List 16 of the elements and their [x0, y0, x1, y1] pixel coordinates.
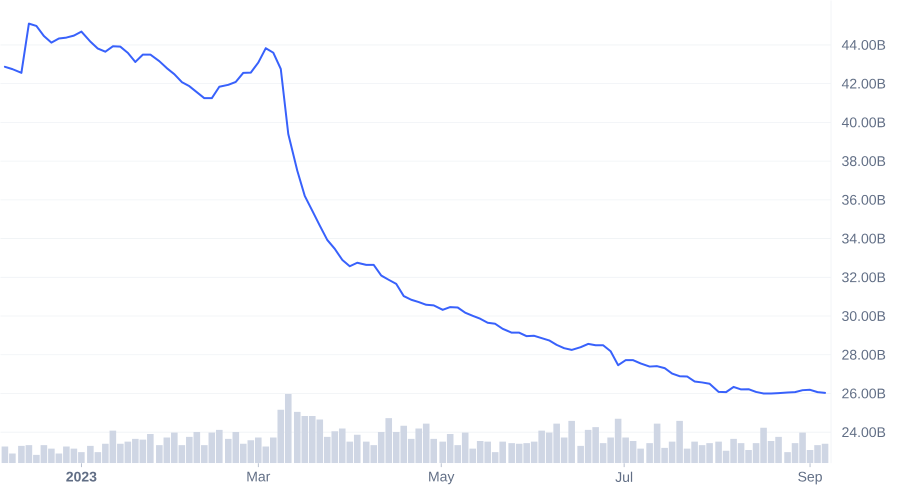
y-tick-label: 40.00B — [842, 117, 886, 128]
y-tick-label: 24.00B — [842, 427, 886, 438]
y-tick-label: 44.00B — [842, 40, 886, 50]
y-tick-label: 36.00B — [842, 194, 886, 205]
y-tick-label: 32.00B — [842, 272, 886, 282]
y-tick-label: 28.00B — [842, 350, 886, 360]
x-tick-label: May — [429, 472, 454, 484]
y-tick-label: 42.00B — [842, 78, 886, 89]
y-tick-label: 38.00B — [842, 156, 886, 166]
y-tick-label: 34.00B — [842, 234, 886, 244]
x-tick-label: Mar — [247, 472, 270, 482]
x-tick-label: Jul — [615, 472, 632, 482]
y-tick-label: 30.00B — [842, 310, 886, 321]
y-tick-label: 26.00B — [842, 388, 886, 398]
x-tick-label: Sep — [798, 472, 822, 484]
x-tick-label: 2023 — [66, 472, 96, 482]
